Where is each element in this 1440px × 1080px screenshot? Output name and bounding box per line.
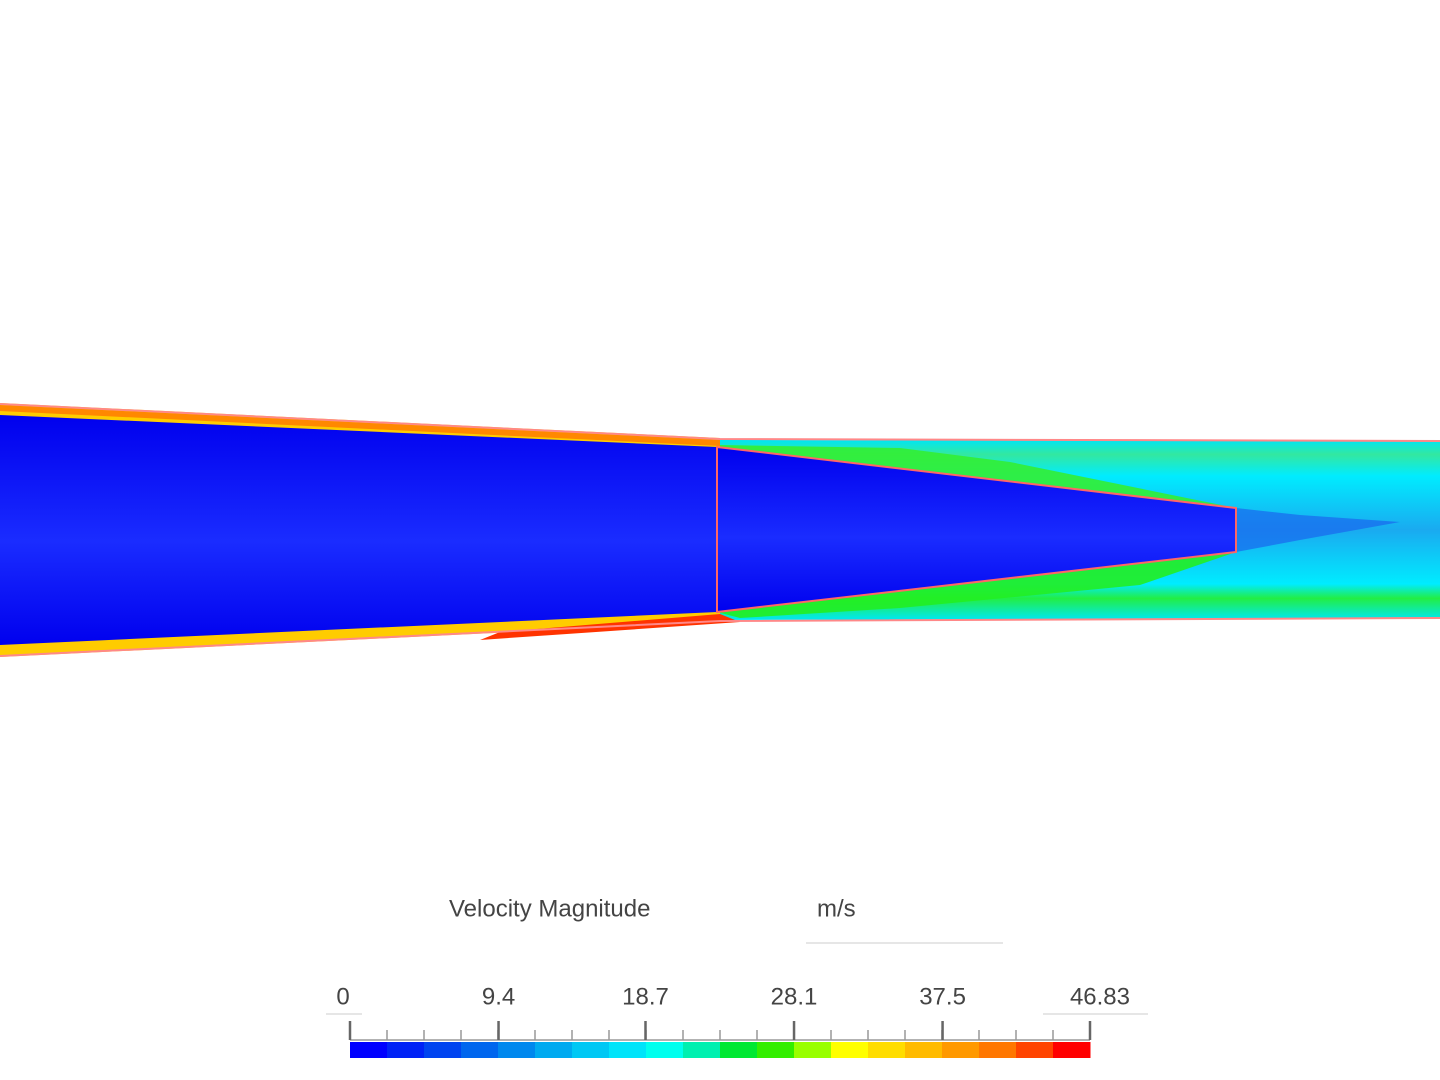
wake: [1236, 508, 1400, 552]
tick-label: 9.4: [482, 983, 515, 1010]
legend: Velocity Magnitude m/s: [326, 895, 1148, 1041]
color-segment: [1053, 1042, 1091, 1058]
color-segment: [831, 1042, 869, 1058]
legend-unit: m/s: [817, 895, 856, 922]
core-left: [0, 415, 717, 645]
color-segment: [683, 1042, 721, 1058]
color-segment: [572, 1042, 610, 1058]
color-segment: [794, 1042, 832, 1058]
color-segment: [942, 1042, 980, 1058]
color-segment: [720, 1042, 758, 1058]
cone: [716, 445, 1237, 614]
color-segment: [979, 1042, 1017, 1058]
color-segment: [498, 1042, 536, 1058]
color-segment: [1016, 1042, 1054, 1058]
color-segment: [646, 1042, 684, 1058]
color-segment: [387, 1042, 425, 1058]
color-segment: [424, 1042, 462, 1058]
wall-outline-top: [0, 403, 1440, 442]
tick-label: 46.83: [1070, 983, 1130, 1010]
color-segment: [757, 1042, 795, 1058]
tick-label: 28.1: [771, 983, 818, 1010]
color-segment: [350, 1042, 388, 1058]
color-segment: [868, 1042, 906, 1058]
color-segment: [609, 1042, 647, 1058]
color-segment: [461, 1042, 499, 1058]
wall-hot-top: [0, 405, 720, 446]
tick-label: 0: [336, 983, 349, 1010]
green-band-bottom: [717, 552, 1236, 618]
wall-outline-bottom: [0, 617, 1440, 657]
tick-label: 37.5: [919, 983, 966, 1010]
color-segment: [905, 1042, 943, 1058]
color-segment: [535, 1042, 573, 1058]
tick-label: 18.7: [622, 983, 669, 1010]
flow-field: [0, 403, 1440, 657]
legend-title: Velocity Magnitude: [449, 895, 650, 922]
